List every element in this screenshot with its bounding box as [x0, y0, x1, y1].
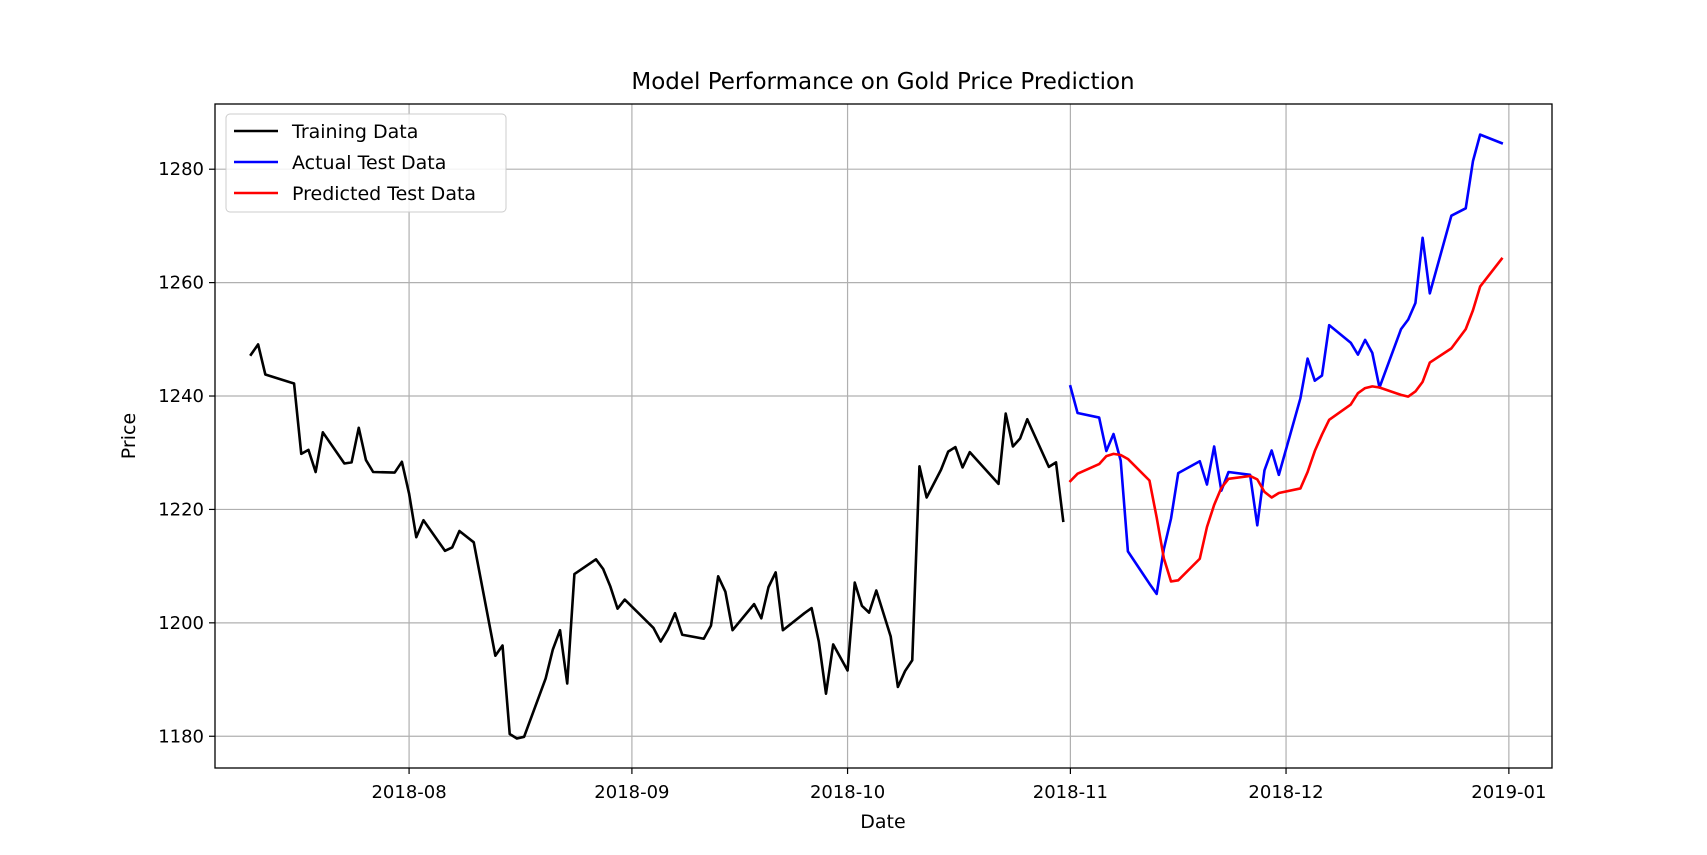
x-tick-label: 2018-10 — [810, 782, 885, 803]
legend: Training Data Actual Test Data Predicted… — [225, 113, 507, 213]
y-tick-label: 1180 — [158, 726, 204, 747]
series-line-actual-test-data — [1068, 133, 1504, 596]
axis-ticks: 2018-08 2018-09 2018-10 2018-11 2018-12 2019-… — [158, 159, 1546, 803]
y-tick-label: 1260 — [158, 273, 204, 294]
x-axis-title: Date — [860, 811, 905, 833]
series-line-predicted-test-data — [1068, 256, 1504, 583]
plot-frame — [214, 103, 1553, 769]
series-lines — [249, 133, 1504, 740]
y-axis-title: Price — [118, 413, 140, 459]
grid-lines — [215, 104, 1552, 768]
y-tick-label: 1240 — [158, 386, 204, 407]
series-line-training-data — [249, 343, 1065, 740]
legend-box — [225, 113, 507, 213]
chart-title: Model Performance on Gold Price Predicti… — [631, 69, 1134, 95]
legend-label-training: Training Data — [291, 121, 418, 143]
x-tick-label: 2018-09 — [594, 782, 669, 803]
x-tick-label: 2018-08 — [371, 782, 446, 803]
legend-label-predicted: Predicted Test Data — [292, 183, 476, 205]
y-tick-label: 1220 — [158, 499, 204, 520]
y-tick-label: 1280 — [158, 159, 204, 180]
x-tick-label: 2018-12 — [1248, 782, 1323, 803]
x-tick-label: 2018-11 — [1033, 782, 1108, 803]
y-tick-label: 1200 — [158, 613, 204, 634]
legend-label-actual: Actual Test Data — [292, 152, 446, 174]
x-tick-label: 2019-01 — [1471, 782, 1546, 803]
